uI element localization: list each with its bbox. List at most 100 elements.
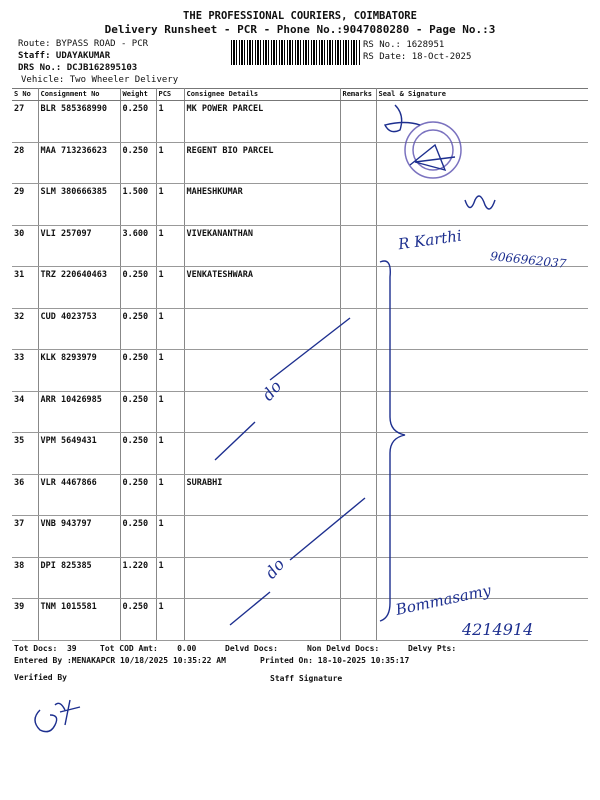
column-header-weight: Weight xyxy=(120,88,157,101)
cell-sno: 32 xyxy=(12,308,39,350)
cell-weight: 0.250 xyxy=(120,515,157,558)
cell-consignment: MAA 713236623 xyxy=(38,142,121,184)
cell-consignee xyxy=(184,391,341,433)
cell-seal xyxy=(376,391,588,433)
cell-seal xyxy=(376,557,588,599)
cell-seal xyxy=(376,308,588,350)
cell-seal xyxy=(376,598,588,641)
cell-consignee: MK POWER PARCEL xyxy=(184,100,341,143)
cell-consignment: KLK 8293979 xyxy=(38,349,121,392)
cell-consignee: REGENT BIO PARCEL xyxy=(184,142,341,184)
cell-weight: 0.250 xyxy=(120,308,157,350)
cell-seal xyxy=(376,142,588,184)
cell-consignment: DPI 825385 xyxy=(38,557,121,599)
cell-consignee xyxy=(184,598,341,641)
cell-remarks xyxy=(340,100,377,143)
cell-sno: 38 xyxy=(12,557,39,599)
table-row: 31 TRZ 220640463 0.250 1 VENKATESHWARA xyxy=(12,266,588,309)
table-row: 32 CUD 4023753 0.250 1 xyxy=(12,308,588,350)
cell-consignment: VLR 4467866 xyxy=(38,474,121,516)
table-row: 29 SLM 380666385 1.500 1 MAHESHKUMAR xyxy=(12,183,588,226)
bottom-number-handwriting: 4214914 xyxy=(462,620,534,639)
cell-seal xyxy=(376,266,588,309)
tot-cod: Tot COD Amt: 0.00 xyxy=(100,644,197,653)
cell-remarks xyxy=(340,225,377,267)
cell-seal xyxy=(376,474,588,516)
cell-remarks xyxy=(340,474,377,516)
cell-pcs: 1 xyxy=(156,225,185,267)
rs-date: RS Date: 18-Oct-2025 xyxy=(363,52,472,62)
cell-consignee: VENKATESHWARA xyxy=(184,266,341,309)
cell-consignment: SLM 380666385 xyxy=(38,183,121,226)
column-header-pcs: PCS xyxy=(156,88,185,101)
cell-weight: 0.250 xyxy=(120,142,157,184)
rs-number: RS No.: 1628951 xyxy=(363,40,445,50)
cell-remarks xyxy=(340,598,377,641)
cell-sno: 37 xyxy=(12,515,39,558)
cell-consignment: VNB 943797 xyxy=(38,515,121,558)
runsheet-subtitle: Delivery Runsheet - PCR - Phone No.:9047… xyxy=(104,23,496,36)
cell-pcs: 1 xyxy=(156,266,185,309)
column-header-seal: Seal & Signature xyxy=(376,88,588,101)
cell-pcs: 1 xyxy=(156,308,185,350)
column-header-consignee: Consignee Details xyxy=(184,88,341,101)
cell-consignee xyxy=(184,308,341,350)
cell-weight: 1.220 xyxy=(120,557,157,599)
table-row: 39 TNM 1015581 0.250 1 xyxy=(12,598,588,641)
cell-remarks xyxy=(340,432,377,475)
runsheet-table: S No Consignment No Weight PCS Consignee Det… xyxy=(12,88,588,641)
cell-pcs: 1 xyxy=(156,474,185,516)
cell-consignee xyxy=(184,557,341,599)
cell-weight: 0.250 xyxy=(120,391,157,433)
cell-sno: 36 xyxy=(12,474,39,516)
cell-sno: 31 xyxy=(12,266,39,309)
printed-on: Printed On: 18-10-2025 10:35:17 xyxy=(260,656,410,665)
cell-consignee: VIVEKANANTHAN xyxy=(184,225,341,267)
drs-number: DRS No.: DCJB162895103 xyxy=(18,63,138,73)
cell-seal xyxy=(376,225,588,267)
cell-remarks xyxy=(340,266,377,309)
cell-seal xyxy=(376,100,588,143)
cell-pcs: 1 xyxy=(156,142,185,184)
table-row: 38 DPI 825385 1.220 1 xyxy=(12,557,588,599)
cell-consignment: ARR 10426985 xyxy=(38,391,121,433)
cell-consignment: VPM 5649431 xyxy=(38,432,121,475)
cell-pcs: 1 xyxy=(156,432,185,475)
cell-remarks xyxy=(340,557,377,599)
cell-seal xyxy=(376,515,588,558)
staff: Staff: UDAYAKUMAR xyxy=(18,51,111,61)
cell-pcs: 1 xyxy=(156,349,185,392)
table-row: 36 VLR 4467866 0.250 1 SURABHI xyxy=(12,474,588,516)
cell-pcs: 1 xyxy=(156,598,185,641)
column-header-sno: S No xyxy=(12,88,39,101)
delvd-docs: Delvd Docs: xyxy=(225,644,278,653)
cell-sno: 39 xyxy=(12,598,39,641)
cell-weight: 0.250 xyxy=(120,100,157,143)
cell-seal xyxy=(376,183,588,226)
cell-sno: 35 xyxy=(12,432,39,475)
cell-sno: 27 xyxy=(12,100,39,143)
non-delvd-docs: Non Delvd Docs: xyxy=(307,644,380,653)
cell-weight: 0.250 xyxy=(120,266,157,309)
table-row: 37 VNB 943797 0.250 1 xyxy=(12,515,588,558)
cell-sno: 28 xyxy=(12,142,39,184)
cell-consignment: VLI 257097 xyxy=(38,225,121,267)
route: Route: BYPASS ROAD - PCR xyxy=(18,39,149,49)
cell-weight: 0.250 xyxy=(120,349,157,392)
column-header-consignment: Consignment No xyxy=(38,88,121,101)
tot-docs: Tot Docs: 39 xyxy=(14,644,77,653)
cell-weight: 0.250 xyxy=(120,474,157,516)
cell-remarks xyxy=(340,515,377,558)
cell-sno: 30 xyxy=(12,225,39,267)
cell-consignee xyxy=(184,432,341,475)
table-header: S No Consignment No Weight PCS Consignee Det… xyxy=(12,88,588,101)
cell-consignment: TNM 1015581 xyxy=(38,598,121,641)
cell-consignee: SURABHI xyxy=(184,474,341,516)
cell-pcs: 1 xyxy=(156,391,185,433)
cell-consignee xyxy=(184,349,341,392)
staff-signature-label: Staff Signature xyxy=(270,674,343,683)
cell-weight: 0.250 xyxy=(120,432,157,475)
cell-weight: 0.250 xyxy=(120,598,157,641)
cell-weight: 3.600 xyxy=(120,225,157,267)
cell-remarks xyxy=(340,391,377,433)
